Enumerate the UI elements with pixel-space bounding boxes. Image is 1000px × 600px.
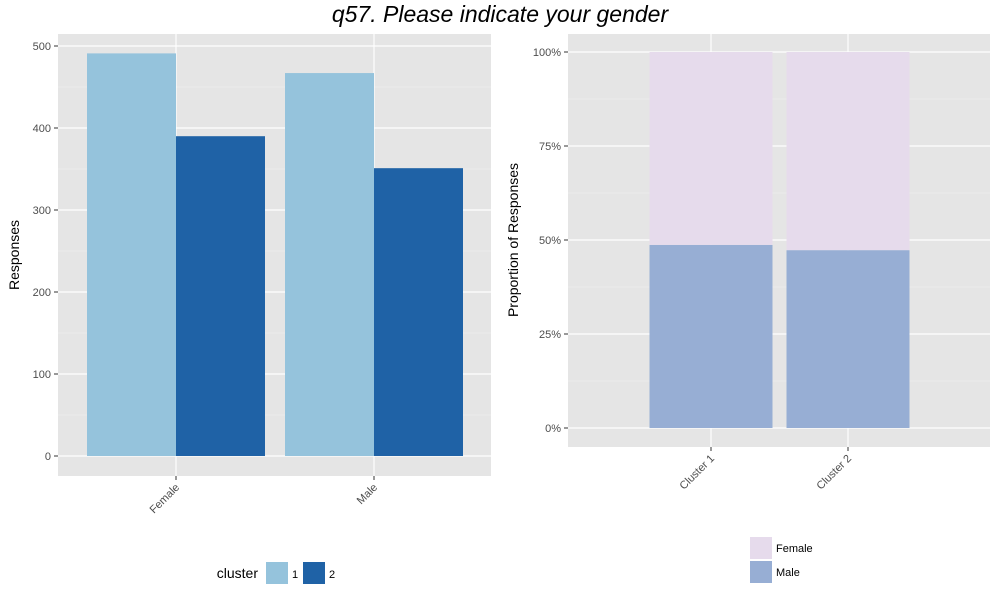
bar-female-cluster-2	[176, 136, 265, 456]
left-y-axis-label: Responses	[6, 220, 22, 290]
left-legend-title: cluster	[217, 565, 259, 581]
legend-swatch-female	[750, 537, 772, 559]
left-y-tick-label: 0	[45, 451, 51, 463]
right-y-tick-label: 50%	[539, 235, 561, 247]
right-y-tick-label: 100%	[533, 47, 561, 59]
bar-male-cluster-1	[285, 73, 374, 456]
bar-female-cluster-1	[87, 53, 176, 456]
legend-label-female: Female	[776, 543, 813, 555]
left-y-tick-label: 300	[33, 205, 51, 217]
right-y-tick-label: 25%	[539, 329, 561, 341]
legend-swatch-cluster-1	[266, 562, 288, 584]
right-x-tick-label: Cluster 2	[815, 453, 855, 493]
left-y-tick-label: 500	[33, 41, 51, 53]
left-x-tick-label: Female	[148, 482, 182, 516]
right-y-tick-label: 0%	[545, 423, 561, 435]
stacked-bar-cluster-2-male	[786, 250, 910, 428]
right-x-tick-label: Cluster 1	[678, 453, 718, 493]
legend-swatch-male	[750, 561, 772, 583]
legend-label-cluster-2: 2	[329, 569, 335, 581]
legend-swatch-cluster-2	[303, 562, 325, 584]
stacked-bar-cluster-2-female	[786, 52, 910, 251]
stacked-bar-cluster-1-male	[649, 244, 773, 428]
right-y-axis-label: Proportion of Responses	[505, 163, 521, 317]
left-y-tick-label: 200	[33, 287, 51, 299]
left-y-tick-label: 100	[33, 369, 51, 381]
left-x-tick-label: Male	[355, 482, 380, 507]
right-y-tick-label: 75%	[539, 141, 561, 153]
legend-label-male: Male	[776, 567, 800, 579]
left-y-tick-label: 400	[33, 123, 51, 135]
chart-title: q57. Please indicate your gender	[331, 1, 669, 27]
legend-label-cluster-1: 1	[292, 569, 298, 581]
stacked-bar-cluster-1-female	[649, 52, 773, 245]
bar-male-cluster-2	[374, 168, 463, 456]
